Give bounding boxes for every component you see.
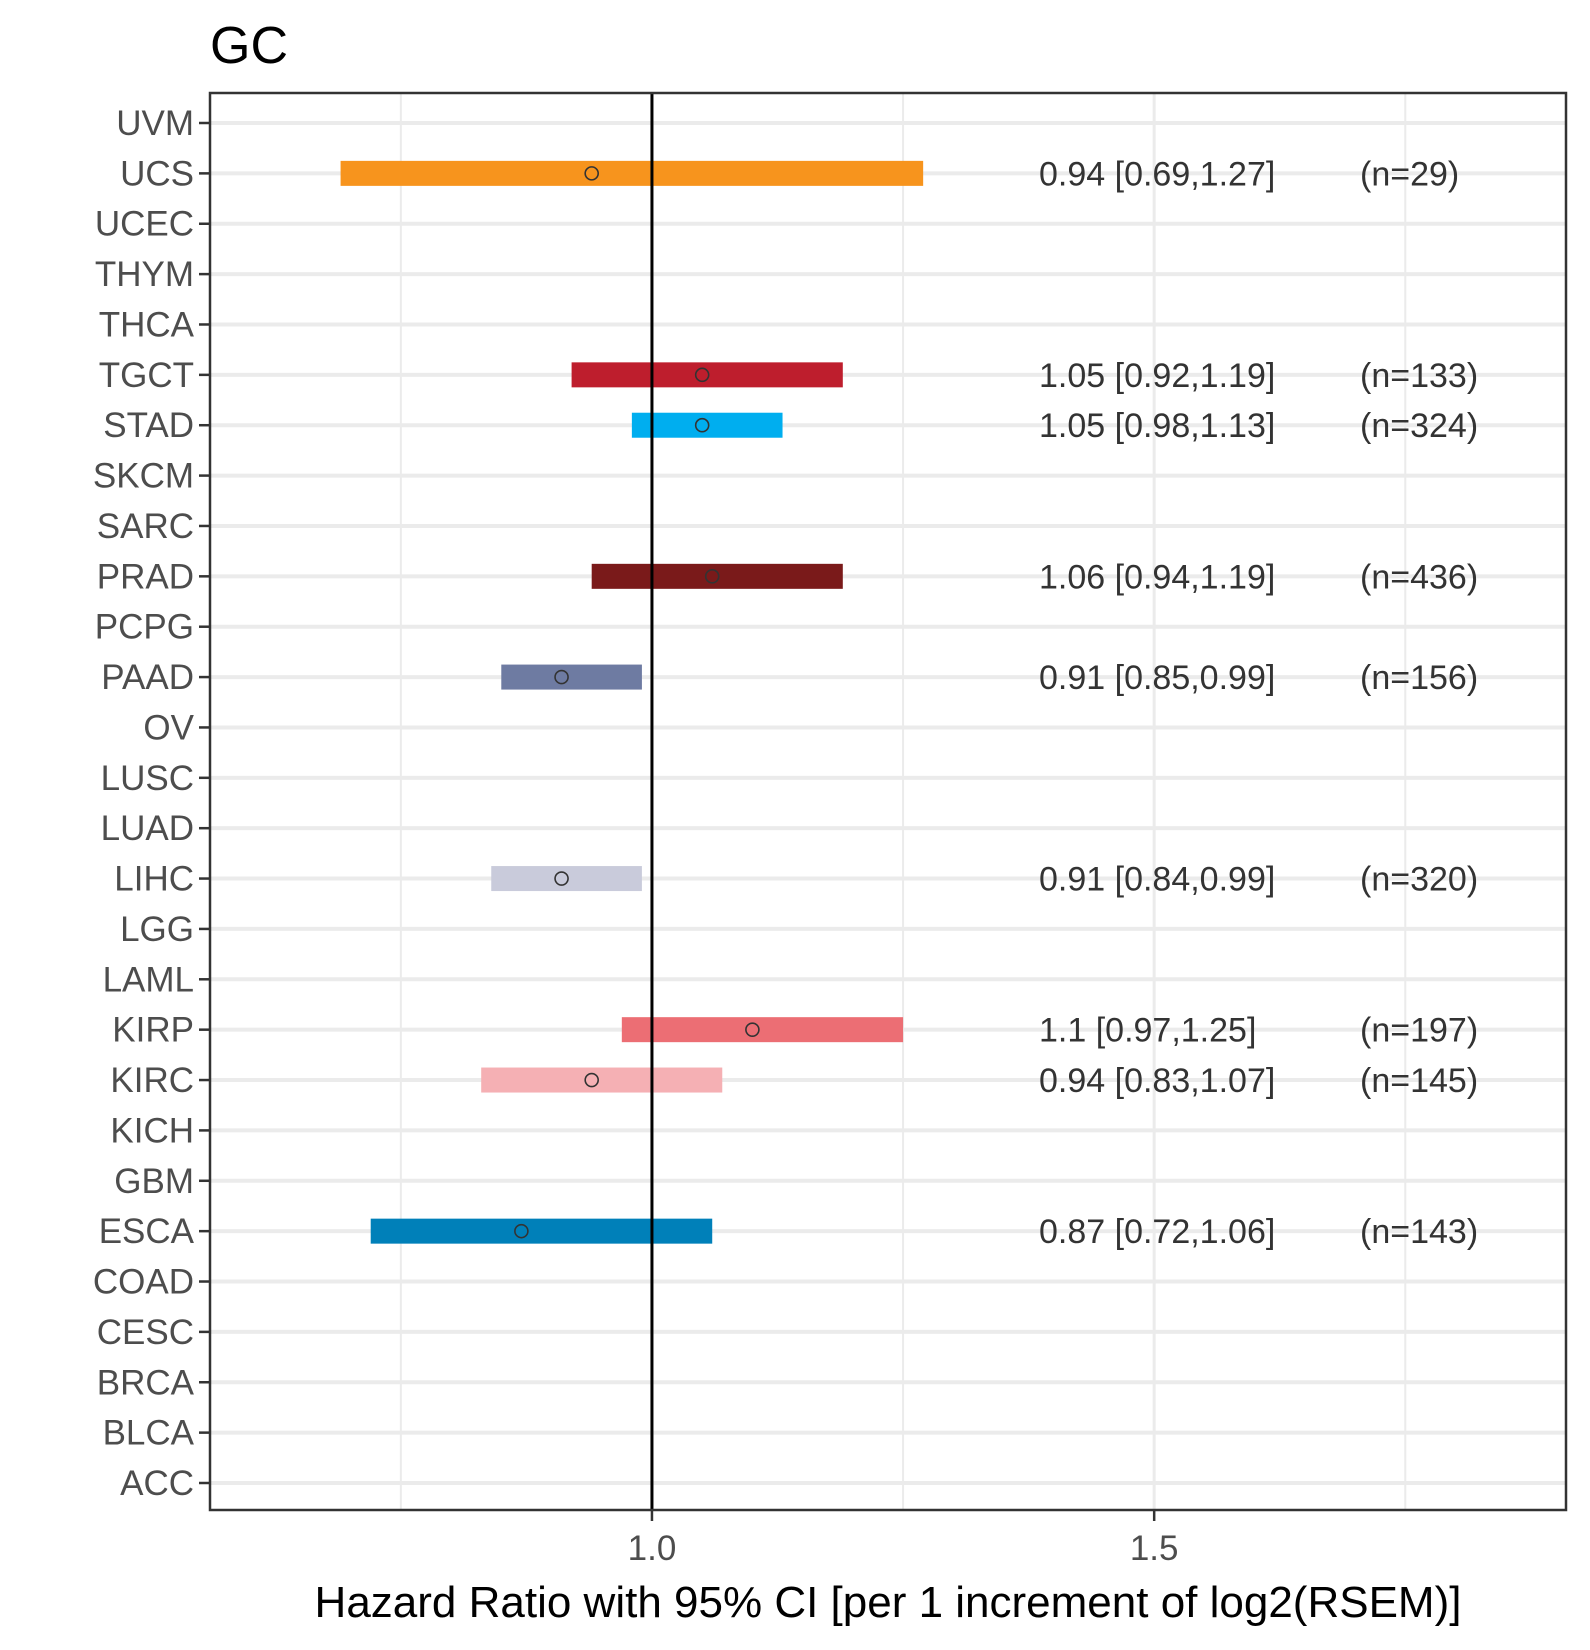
y-tick-label: UCEC: [95, 205, 194, 244]
hr-point-stad: [694, 417, 710, 433]
y-tick-label: KICH: [110, 1111, 194, 1150]
gridlines: [210, 93, 1566, 1510]
hr-point-paad: [554, 669, 569, 685]
hr-annotations: 0.94 [0.69,1.27] (n=29) 1.05 [0.92,1.19] (n…: [1039, 155, 1478, 1251]
hr-ci-label: 1.05 [0.92,1.19]: [1039, 357, 1275, 395]
y-tick-label: THYM: [95, 255, 194, 294]
panel-background: [210, 93, 1566, 1510]
y-tick-label: GBM: [114, 1162, 194, 1201]
plot-panel-border: [208, 91, 1568, 1512]
hr-point-lihc: [554, 871, 569, 886]
hr-ci-label: 1.1 [0.97,1.25]: [1039, 1012, 1256, 1050]
y-tick-label: BLCA: [103, 1414, 195, 1453]
y-tick-label: UVM: [116, 104, 194, 143]
y-tick-label: CESC: [97, 1313, 194, 1352]
y-tick-label: KIRC: [110, 1061, 194, 1100]
sample-size-label: (n=29): [1360, 155, 1459, 193]
y-tick-label: LUSC: [101, 759, 194, 798]
hr-ci-label: 1.05 [0.98,1.13]: [1039, 407, 1275, 445]
ci-bar-tgct: [571, 362, 843, 388]
hr-ci-label: 0.94 [0.83,1.07]: [1039, 1062, 1275, 1100]
hr-ci-label: 0.91 [0.84,0.99]: [1039, 861, 1275, 899]
y-tick-label: LIHC: [114, 860, 194, 899]
y-axis-labels: UVM UCS UCEC THYM THCA TGCT STAD SKCM SARC PRAD PC…: [93, 104, 210, 1503]
hr-point-kirc: [584, 1072, 599, 1088]
hr-point-ucs: [584, 166, 599, 181]
y-tick-label: OV: [143, 708, 194, 747]
hr-point-esca: [514, 1223, 529, 1239]
y-tick-label: PAAD: [101, 658, 194, 697]
hr-ci-label: 0.87 [0.72,1.06]: [1039, 1213, 1275, 1251]
y-tick-label: UCS: [120, 154, 194, 193]
sample-size-label: (n=145): [1360, 1062, 1478, 1100]
hr-point-prad: [704, 569, 720, 584]
ci-bar-prad: [591, 563, 843, 589]
y-tick-label: PCPG: [95, 608, 194, 647]
chart-title: GC: [210, 17, 288, 75]
x-tick-label: 1.0: [628, 1529, 677, 1568]
y-tick-label: SARC: [97, 507, 194, 546]
sample-size-label: (n=197): [1360, 1012, 1478, 1050]
y-tick-label: THCA: [99, 305, 195, 344]
y-tick-label: ACC: [120, 1464, 194, 1503]
ci-bar-kirc: [481, 1067, 723, 1093]
ci-bar-kirp: [621, 1017, 904, 1043]
x-axis-ticks: 1.0 1.5: [628, 1510, 1179, 1568]
sample-size-label: (n=436): [1360, 558, 1478, 596]
hr-ci-label: 1.06 [0.94,1.19]: [1039, 558, 1275, 596]
y-tick-label: COAD: [93, 1263, 194, 1302]
ci-bar-paad: [501, 664, 642, 690]
sample-size-label: (n=143): [1360, 1213, 1478, 1251]
y-tick-label: SKCM: [93, 457, 194, 496]
hr-ci-label: 0.91 [0.85,0.99]: [1039, 659, 1275, 697]
y-tick-label: LUAD: [101, 809, 194, 848]
y-tick-label: PRAD: [97, 557, 194, 596]
ci-bars: [340, 93, 924, 1510]
y-tick-label: TGCT: [99, 356, 194, 395]
x-tick-label: 1.5: [1130, 1529, 1179, 1568]
hr-point-kirp: [745, 1022, 760, 1037]
y-tick-label: LGG: [120, 910, 194, 949]
hr-ci-label: 0.94 [0.69,1.27]: [1039, 155, 1275, 193]
ci-bar-stad: [631, 412, 783, 438]
y-tick-label: ESCA: [99, 1212, 195, 1251]
sample-size-label: (n=324): [1360, 407, 1478, 445]
y-tick-label: BRCA: [97, 1363, 195, 1402]
sample-size-label: (n=133): [1360, 357, 1478, 395]
ci-bar-esca: [370, 1218, 713, 1244]
y-tick-label: STAD: [103, 406, 194, 445]
sample-size-label: (n=156): [1360, 659, 1478, 697]
y-tick-label: KIRP: [112, 1011, 194, 1050]
ci-bar-lihc: [491, 866, 642, 892]
y-tick-label: LAML: [103, 960, 194, 999]
sample-size-label: (n=320): [1360, 861, 1478, 899]
x-axis-label: Hazard Ratio with 95% CI [per 1 incremen…: [315, 1578, 1462, 1627]
hr-point-tgct: [694, 367, 710, 383]
ci-bar-ucs: [340, 160, 924, 186]
